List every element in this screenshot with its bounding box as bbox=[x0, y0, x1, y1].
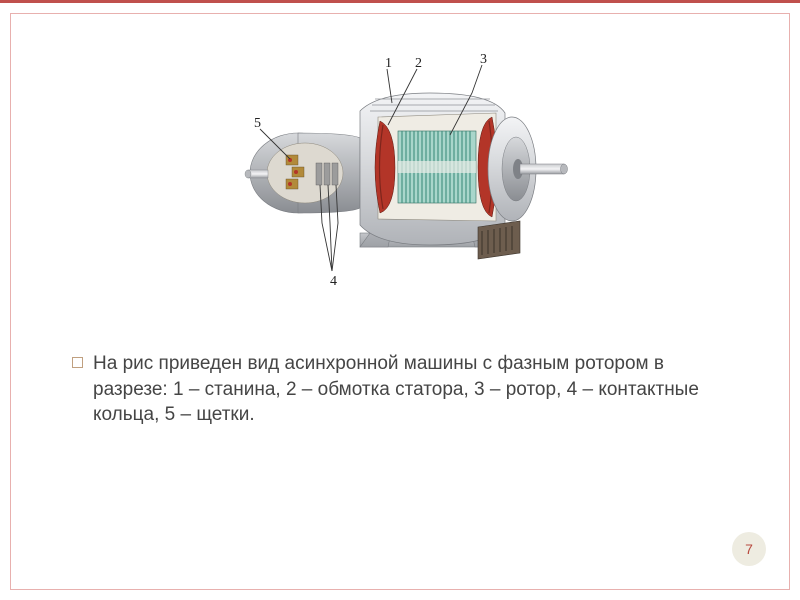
slide: 1 2 3 4 5 На рис приведен вид асинхронно… bbox=[0, 0, 800, 600]
bullet-icon bbox=[72, 357, 83, 368]
motor-cutaway-svg: 1 2 3 4 5 bbox=[220, 53, 580, 293]
callout-5: 5 bbox=[254, 116, 261, 131]
stator-housing bbox=[360, 93, 505, 245]
terminal-block bbox=[478, 221, 520, 259]
slip-ring-housing bbox=[245, 133, 360, 213]
callout-1: 1 bbox=[385, 56, 392, 71]
caption-block: На рис приведен вид асинхронной машины с… bbox=[72, 351, 728, 428]
callout-4: 4 bbox=[330, 274, 337, 289]
rotor-core bbox=[398, 131, 476, 203]
slip-rings bbox=[316, 163, 338, 185]
page-number-badge: 7 bbox=[732, 532, 766, 566]
callout-3: 3 bbox=[480, 53, 487, 67]
drive-end-cap bbox=[488, 117, 568, 221]
caption-text: На рис приведен вид асинхронной машины с… bbox=[93, 351, 728, 428]
callout-2: 2 bbox=[415, 56, 422, 71]
motor-figure: 1 2 3 4 5 bbox=[220, 53, 580, 293]
